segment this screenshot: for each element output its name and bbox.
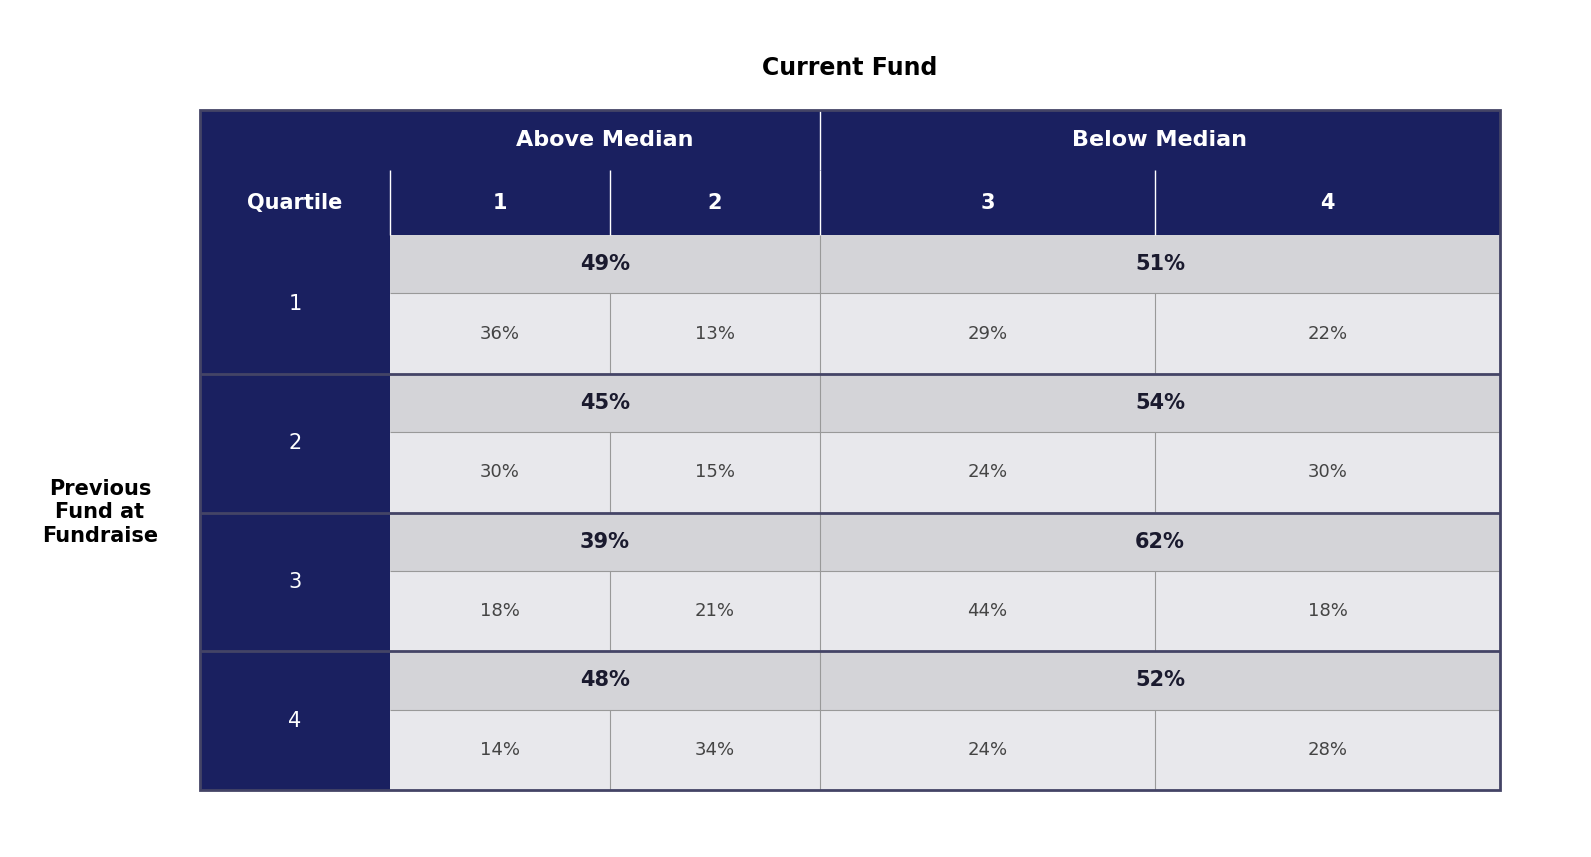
Text: Below Median: Below Median: [1072, 130, 1247, 150]
Bar: [390, 432, 1500, 512]
Bar: [200, 110, 1500, 170]
Bar: [390, 571, 1500, 651]
Text: 15%: 15%: [695, 464, 735, 482]
Text: 30%: 30%: [1308, 464, 1348, 482]
Text: 13%: 13%: [695, 325, 735, 343]
Bar: [390, 235, 1500, 293]
Text: 29%: 29%: [967, 325, 1007, 343]
Bar: [390, 710, 1500, 790]
Text: Previous
Fund at
Fundraise: Previous Fund at Fundraise: [41, 479, 158, 546]
Text: 52%: 52%: [1134, 670, 1185, 691]
Text: 21%: 21%: [695, 602, 735, 620]
Text: 34%: 34%: [695, 740, 735, 758]
Text: 22%: 22%: [1308, 325, 1348, 343]
Bar: [390, 293, 1500, 374]
Text: 28%: 28%: [1308, 740, 1348, 758]
Text: 39%: 39%: [581, 531, 630, 552]
Bar: [390, 374, 1500, 432]
Text: 49%: 49%: [581, 255, 630, 274]
Text: 2: 2: [288, 433, 302, 453]
Text: 1: 1: [493, 193, 508, 213]
Text: Current Fund: Current Fund: [762, 56, 937, 80]
Text: 62%: 62%: [1134, 531, 1185, 552]
Bar: [200, 374, 390, 512]
Text: 2: 2: [708, 193, 722, 213]
Bar: [200, 651, 390, 790]
Text: 3: 3: [288, 572, 302, 592]
Bar: [200, 170, 1500, 235]
Text: 36%: 36%: [480, 325, 520, 343]
Text: 4: 4: [288, 710, 302, 731]
Bar: [390, 512, 1500, 571]
Text: 44%: 44%: [967, 602, 1007, 620]
Text: 1: 1: [288, 294, 302, 315]
Bar: [390, 651, 1500, 710]
Text: 4: 4: [1321, 193, 1335, 213]
Text: Quartile: Quartile: [247, 193, 342, 213]
Text: 45%: 45%: [581, 393, 630, 413]
Text: Above Median: Above Median: [515, 130, 694, 150]
Text: 24%: 24%: [967, 740, 1007, 758]
Text: 3: 3: [980, 193, 994, 213]
Text: 48%: 48%: [581, 670, 630, 691]
Text: 18%: 18%: [1308, 602, 1348, 620]
Bar: [200, 235, 390, 374]
Text: 18%: 18%: [480, 602, 520, 620]
Bar: [200, 512, 390, 651]
Text: 54%: 54%: [1134, 393, 1185, 413]
Text: 24%: 24%: [967, 464, 1007, 482]
Bar: [200, 110, 1500, 790]
Text: 51%: 51%: [1134, 255, 1185, 274]
Text: 30%: 30%: [480, 464, 520, 482]
Text: 14%: 14%: [480, 740, 520, 758]
